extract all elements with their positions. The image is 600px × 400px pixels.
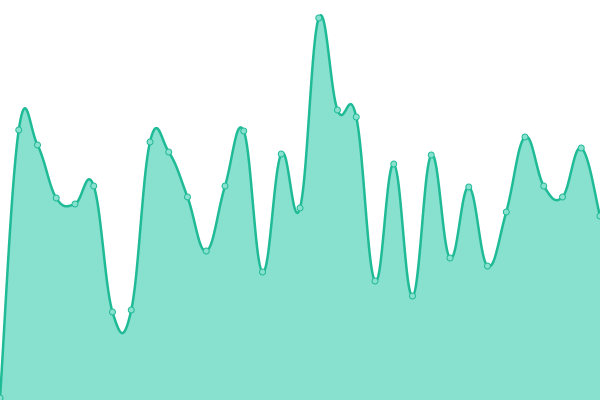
data-point <box>202 247 210 255</box>
data-point <box>577 144 585 152</box>
data-point <box>446 254 454 262</box>
data-point <box>465 183 473 191</box>
data-point <box>502 208 510 216</box>
data-point <box>334 106 341 114</box>
data-point <box>127 306 135 314</box>
data-point <box>52 194 60 202</box>
data-point <box>277 150 285 158</box>
data-point <box>540 182 548 190</box>
data-point <box>427 151 435 159</box>
data-point <box>109 308 116 316</box>
data-point <box>371 277 379 285</box>
area-line <box>0 14 600 399</box>
area-fill <box>0 15 600 400</box>
data-point <box>484 262 491 270</box>
data-point <box>146 138 154 146</box>
data-point <box>240 127 248 135</box>
data-point <box>184 193 191 201</box>
data-point <box>15 126 23 134</box>
data-point <box>521 133 529 141</box>
data-point <box>165 148 173 156</box>
data-point <box>90 182 98 190</box>
data-point <box>34 141 41 149</box>
data-point <box>315 14 323 22</box>
data-point <box>390 160 398 168</box>
data-point <box>71 200 79 208</box>
data-point <box>352 113 360 121</box>
data-point <box>596 212 600 220</box>
data-point <box>259 268 266 276</box>
data-point <box>559 193 566 201</box>
data-point <box>0 394 4 400</box>
data-point <box>221 182 229 190</box>
data-point <box>296 204 304 212</box>
data-point <box>409 292 416 300</box>
